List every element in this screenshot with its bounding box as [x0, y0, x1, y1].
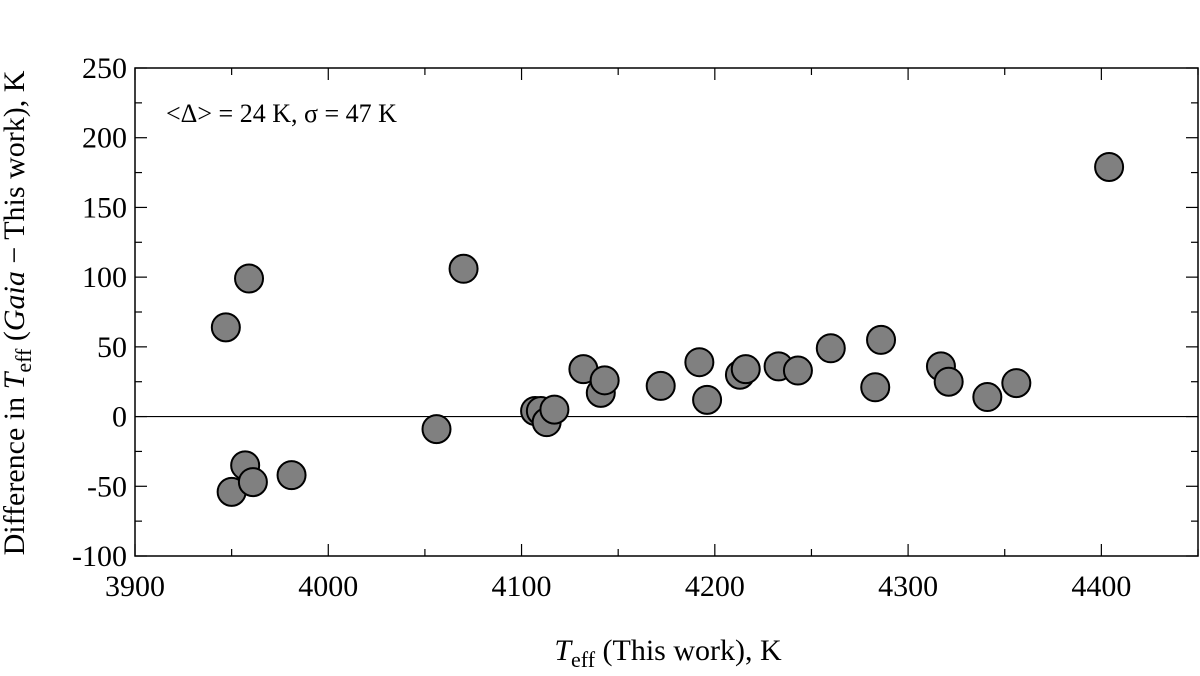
data-point — [539, 394, 570, 425]
data-points — [210, 151, 1125, 507]
y-tick-label: 150 — [82, 191, 127, 224]
plot-frame — [134, 67, 1199, 557]
data-point — [589, 365, 620, 396]
data-point — [1001, 368, 1032, 399]
data-point — [210, 312, 241, 343]
data-point — [1094, 151, 1125, 182]
y-tick-label: -100 — [72, 540, 127, 573]
data-point — [860, 372, 891, 403]
data-point — [276, 460, 307, 491]
x-tick-label: 4100 — [492, 570, 552, 603]
y-tick-label: 0 — [112, 401, 127, 434]
x-tick-label: 4300 — [878, 570, 938, 603]
annotation-stats: <Δ> = 24 K, σ = 47 K — [166, 99, 397, 128]
data-point — [684, 347, 715, 378]
tick-labels: 3900 4000 4100 4200 4300 4400 -100 -50 0 50 100 150… — [72, 52, 1131, 603]
data-point — [815, 333, 846, 364]
data-point — [237, 467, 268, 498]
y-tick-label: 100 — [82, 261, 127, 294]
data-point — [234, 263, 265, 294]
x-tick-label: 4000 — [298, 570, 358, 603]
data-point — [730, 354, 761, 385]
data-point — [972, 382, 1003, 413]
y-tick-label: 50 — [97, 331, 127, 364]
y-tick-label: 250 — [82, 52, 127, 85]
x-tick-label: 3900 — [105, 570, 165, 603]
data-point — [933, 366, 964, 397]
y-axis-label: Difference in Teff (Gaia − This work), K — [0, 70, 36, 555]
data-point — [782, 355, 813, 386]
y-tick-label: 200 — [82, 122, 127, 155]
data-point — [692, 384, 723, 415]
data-point — [866, 324, 897, 355]
x-tick-label: 4400 — [1071, 570, 1131, 603]
x-axis-label: Teff (This work), K — [554, 634, 782, 671]
data-point — [421, 414, 452, 445]
x-tick-label: 4200 — [685, 570, 745, 603]
y-tick-label: -50 — [87, 470, 127, 503]
data-point — [448, 253, 479, 284]
data-point — [645, 370, 676, 401]
